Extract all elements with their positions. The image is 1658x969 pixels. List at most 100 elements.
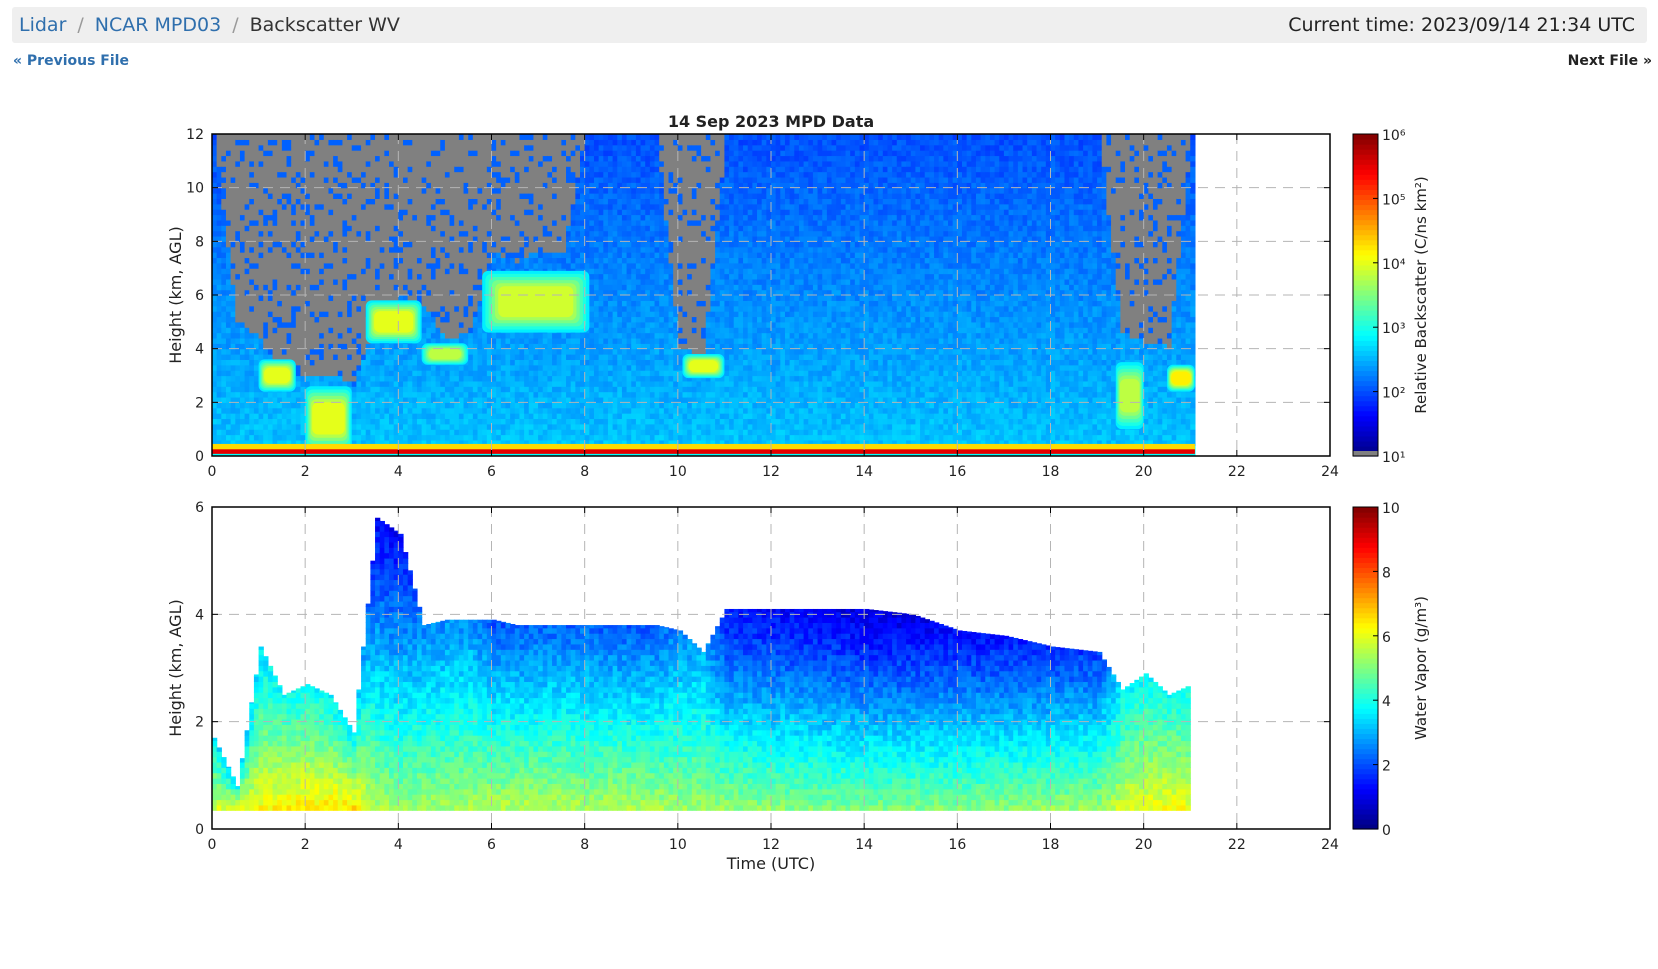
breadcrumb-lidar-link[interactable]: Lidar [19, 14, 67, 36]
heatmap-cell [305, 370, 311, 377]
previous-file-link[interactable]: « Previous File [13, 53, 129, 69]
heatmap-cell [524, 144, 530, 151]
heatmap-cell [375, 364, 381, 371]
heatmap-cell [472, 257, 479, 264]
heatmap-cell [272, 262, 278, 269]
heatmap-cell [389, 139, 395, 146]
heatmap-cell [361, 370, 367, 377]
heatmap-cell [300, 209, 306, 216]
heatmap-cell [235, 316, 241, 323]
heatmap-cell [295, 246, 302, 253]
heatmap-cell [370, 391, 376, 398]
heatmap-cell [286, 434, 292, 441]
heatmap-cell [496, 407, 502, 414]
heatmap-cell [412, 343, 418, 350]
heatmap-cell [384, 187, 390, 194]
heatmap-cell [225, 305, 232, 312]
heatmap-cell [458, 187, 465, 194]
heatmap-cell [239, 235, 246, 242]
heatmap-cell [589, 380, 595, 387]
heatmap-cell [524, 380, 530, 387]
heatmap-cell [370, 225, 376, 232]
heatmap-cell [580, 160, 586, 167]
heatmap-cell [566, 391, 572, 398]
heatmap-cell [314, 144, 320, 151]
heatmap-cell [593, 305, 600, 312]
heatmap-cell [514, 225, 521, 232]
heatmap-cell [342, 155, 348, 162]
heatmap-cell [235, 166, 241, 173]
heatmap-cell [244, 364, 250, 371]
heatmap-cell [375, 278, 381, 285]
heatmap-cell [342, 235, 348, 242]
heatmap-cell [314, 289, 320, 296]
heatmap-cell [384, 182, 390, 189]
heatmap-cell [235, 262, 241, 269]
heatmap-cell [398, 262, 404, 269]
heatmap-cell [263, 214, 269, 221]
heatmap-cell [566, 214, 572, 221]
heatmap-cell [333, 305, 339, 312]
heatmap-cell [542, 370, 548, 377]
heatmap-cell [412, 434, 418, 441]
heatmap-cell [514, 396, 521, 403]
heatmap-cell [342, 139, 348, 146]
heatmap-cell [244, 332, 250, 339]
heatmap-cell [472, 380, 479, 387]
breadcrumb-ncar-mpd03-link[interactable]: NCAR MPD03 [94, 14, 222, 36]
heatmap-cell [235, 160, 241, 167]
heatmap-cell [277, 241, 283, 248]
heatmap-cell [216, 413, 222, 420]
heatmap-cell [272, 144, 278, 151]
heatmap-cell [300, 359, 306, 366]
heatmap-cell [309, 214, 316, 221]
heatmap-cell [356, 278, 362, 285]
heatmap-cell [305, 364, 311, 371]
heatmap-cell [566, 241, 572, 248]
heatmap-cell [510, 354, 516, 360]
heatmap-cell [407, 225, 413, 232]
heatmap-cell [216, 311, 222, 318]
heatmap-cell [477, 343, 483, 350]
heatmap-cell [463, 235, 469, 242]
heatmap-cell [468, 295, 474, 301]
heatmap-cell [566, 413, 572, 420]
heatmap-cell [402, 380, 409, 387]
heatmap-cell [249, 434, 255, 441]
heatmap-cell [593, 439, 600, 446]
heatmap-cell [319, 246, 325, 253]
heatmap-cell [426, 187, 432, 194]
heatmap-cell [519, 257, 525, 264]
heatmap-cell [221, 295, 227, 301]
heatmap-cell [593, 144, 600, 151]
heatmap-cell [430, 327, 437, 334]
heatmap-cell [412, 295, 418, 301]
heatmap-cell [305, 187, 311, 194]
heatmap-cell [212, 396, 218, 403]
heatmap-cell [356, 214, 362, 221]
heatmap-cell [561, 262, 567, 269]
heatmap-cell [468, 134, 474, 140]
heatmap-cell [496, 402, 502, 409]
heatmap-cell [547, 166, 553, 173]
heatmap-cell [430, 375, 437, 382]
heatmap-cell [463, 407, 469, 414]
heatmap-cell [421, 332, 427, 339]
heatmap-cell [225, 176, 232, 183]
heatmap-cell [449, 305, 455, 312]
heatmap-cell [230, 166, 236, 173]
heatmap-cell [216, 262, 222, 269]
heatmap-cell [305, 241, 311, 248]
heatmap-cell [337, 273, 344, 280]
heatmap-cell [263, 348, 269, 355]
next-file-link[interactable]: Next File » [1567, 53, 1652, 69]
heatmap-cell [580, 252, 586, 259]
heatmap-cell [472, 348, 479, 355]
heatmap-cell [533, 171, 539, 178]
heatmap-cell [365, 219, 371, 226]
heatmap-cell [272, 423, 278, 430]
heatmap-cell [552, 155, 558, 162]
heatmap-cell [584, 187, 590, 194]
heatmap-cell [398, 160, 404, 167]
heatmap-cell [286, 396, 292, 403]
